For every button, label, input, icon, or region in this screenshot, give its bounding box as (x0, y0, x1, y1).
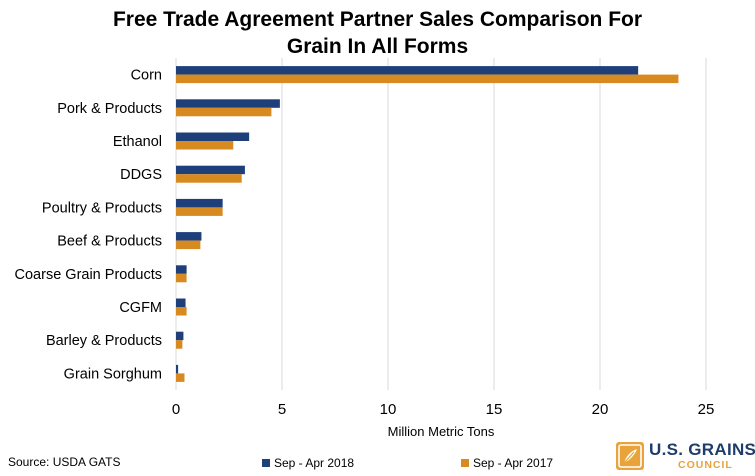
x-tick-label: 0 (172, 401, 180, 418)
category-label: Ethanol (113, 134, 162, 150)
bar-2018 (176, 99, 280, 108)
bar-2017 (176, 273, 187, 283)
x-tick-labels: 0 5 10 15 20 25 (172, 401, 715, 418)
legend-label-2017: Sep - Apr 2017 (473, 456, 554, 470)
bar-2018 (176, 232, 202, 241)
legend-label-2018: Sep - Apr 2018 (274, 456, 355, 470)
source-note: Source: USDA GATS (8, 455, 121, 469)
bar-2017 (176, 373, 185, 382)
bar-2017 (176, 107, 272, 117)
us-grains-council-logo: U.S. GRAINS COUNCIL (616, 440, 755, 474)
bar-2018 (176, 198, 223, 208)
chart-title-line-2: Grain In All Forms (286, 35, 469, 58)
legend-swatch-2017 (461, 459, 469, 467)
bar-2018 (176, 66, 639, 75)
legend-item-2018: Sep - Apr 2018 (262, 456, 354, 470)
bar-2017 (176, 307, 187, 316)
bar-chart: Corn Pork & Products Ethanol DDGS Poultry & … (15, 58, 715, 439)
category-label: Barley & Products (46, 333, 162, 349)
x-axis-title: Million Metric Tons (388, 424, 495, 439)
bars (176, 66, 679, 382)
legend: Sep - Apr 2018 Sep - Apr 2017 (262, 456, 562, 472)
category-label: Poultry & Products (42, 200, 162, 216)
category-label: CGFM (119, 300, 162, 316)
bar-2018 (176, 265, 187, 274)
bar-2017 (176, 74, 679, 84)
category-label: Corn (131, 68, 162, 84)
category-labels: Corn Pork & Products Ethanol DDGS Poultry & … (15, 68, 162, 383)
chart-title-line-1: Free Trade Agreement Partner Sales Compa… (112, 8, 643, 31)
legend-swatch-2018 (262, 459, 270, 467)
legend-item-2017: Sep - Apr 2017 (461, 456, 553, 470)
logo-subtitle: COUNCIL (678, 459, 733, 471)
category-label: Grain Sorghum (64, 366, 162, 382)
category-label: Coarse Grain Products (15, 267, 162, 283)
category-label: DDGS (120, 167, 162, 183)
category-label: Beef & Products (57, 234, 162, 250)
bar-2017 (176, 141, 234, 150)
bar-2018 (176, 165, 245, 175)
bar-2018 (176, 132, 250, 141)
bar-2018 (176, 331, 184, 341)
x-tick-label: 25 (698, 401, 715, 418)
grain-leaf-icon (616, 442, 644, 470)
category-label: Pork & Products (57, 101, 162, 117)
x-tick-label: 15 (486, 401, 503, 418)
bar-2017 (176, 174, 242, 183)
x-tick-label: 5 (278, 401, 286, 418)
x-tick-label: 20 (592, 401, 609, 418)
bar-2018 (176, 364, 179, 374)
bar-2017 (176, 207, 223, 216)
x-tick-label: 10 (380, 401, 397, 418)
bar-2017 (176, 240, 201, 250)
logo-name: U.S. GRAINS (649, 440, 755, 459)
bar-2017 (176, 340, 183, 349)
chart-title: Free Trade Agreement Partner Sales Compa… (0, 6, 755, 60)
bar-2018 (176, 298, 186, 307)
